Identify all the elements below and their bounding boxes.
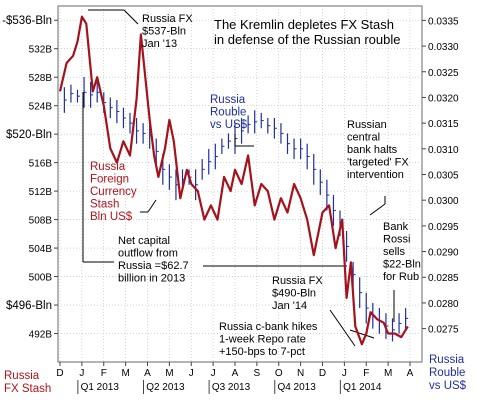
month-label: S [254,368,261,379]
right-axis: 0.0335 0.0330 0.0325 0.0320 0.0315 0.0310 0.03… [422,16,459,335]
left-tick-label: 524B [29,102,53,113]
month-label: J [342,368,347,379]
quarter-label: Q1 2013 [81,382,120,393]
quarter-label: Q4 2013 [277,382,316,393]
right-tick-label: 0.0320 [428,93,459,104]
month-label: F [363,368,369,379]
right-tick-label: 0.0325 [428,68,459,79]
left-tick-label: 528B [29,73,53,84]
month-label: A [144,368,151,379]
month-label: F [101,368,107,379]
left-tick-label: $520-Bln [6,129,52,141]
left-tick-label: 508B [29,216,53,227]
right-tick-label: 0.0295 [428,222,459,233]
left-tick-label: 512B [29,187,53,198]
month-label: D [319,368,326,379]
right-axis-title: RussiaRoublevs US$ [429,354,467,392]
right-tick-label: 0.0290 [428,248,459,259]
annotation-repo: Russia c-bank hikes1-week Repo rate+150-… [219,321,318,358]
month-label: J [211,368,216,379]
quarter-label: Q3 2013 [212,382,251,393]
annotation-rouble: RussiaRoublevs US$ [210,94,248,131]
month-label: A [232,368,239,379]
left-tick-label: 500B [29,273,53,284]
right-tick-label: 0.0285 [428,273,459,284]
month-label: N [297,368,304,379]
chart-title: The Kremlin depletes FX Stashin defense … [214,17,400,47]
left-tick-label: 492B [29,330,53,341]
month-label: M [121,368,129,379]
right-tick-label: 0.0335 [428,16,459,27]
left-axis-title: RussiaFX Stash [4,370,51,395]
left-tick-label: -$536-Bln [2,15,52,27]
month-label: O [275,368,283,379]
right-tick-label: 0.0310 [428,145,459,156]
month-label: J [79,368,84,379]
left-tick-label: $496-Bln [6,300,52,312]
right-tick-label: 0.0305 [428,170,459,181]
left-tick-label: 532B [29,45,53,56]
right-tick-label: 0.0300 [428,196,459,207]
right-tick-label: 0.0280 [428,299,459,310]
month-label: D [56,368,63,379]
month-label: M [384,368,392,379]
right-tick-label: 0.0275 [428,325,459,336]
quarter-label: Q1 2014 [343,382,382,393]
left-tick-label: 504B [29,244,53,255]
quarter-label: Q2 2013 [146,382,185,393]
right-tick-label: 0.0315 [428,119,459,130]
month-label: M [165,368,173,379]
month-label: A [407,368,414,379]
month-label: J [189,368,194,379]
left-axis: -$536-Bln 532B 528B 524B $520-Bln 516B 512B 508… [2,15,58,340]
left-tick-label: 516B [29,159,53,170]
right-tick-label: 0.0330 [428,42,459,53]
